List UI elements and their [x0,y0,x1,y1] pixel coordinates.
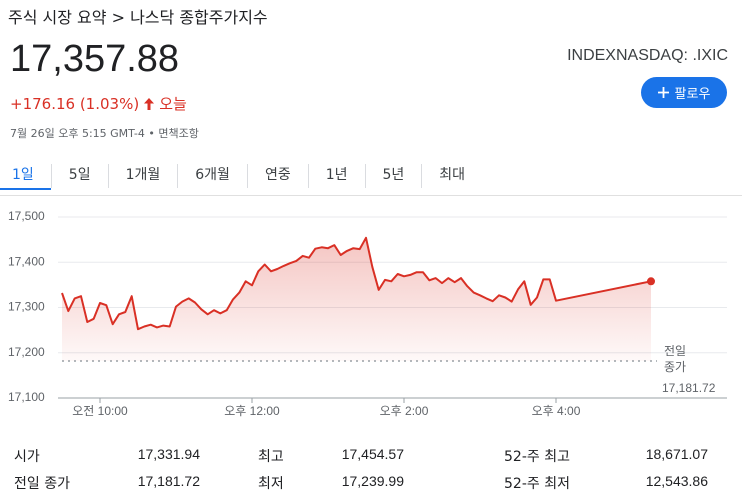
stat-label: 최저 [258,476,284,492]
up-arrow [144,97,155,110]
stat-value: 17,239.99 [341,473,404,489]
follow-label: 팔로우 [674,87,711,102]
stat-value: 18,671.07 [645,446,708,462]
stat-value: 17,181.72 [137,473,200,489]
range-tabs: 1일 5일 1개월 6개월 연중 1년 5년 최대 [0,164,482,190]
period: 오늘 [159,95,187,113]
stat-label: 최고 [258,449,284,465]
area [62,237,651,362]
range-tab[interactable]: 6개월 [177,164,247,188]
y-tick-label: 17,100 [8,390,45,404]
breadcrumb[interactable]: 주식 시장 요약 > 나스닥 종합주가지수 [8,8,268,27]
change: +176.16 (1.03%) [10,94,140,113]
stat-value: 17,454.57 [341,446,404,462]
y-tick-label: 17,400 [8,254,45,268]
stat-label: 전일 종가 [14,476,70,492]
reference-value: 17,181.72 [662,381,716,395]
range-tab[interactable]: 최대 [421,164,482,188]
y-tick-label: 17,300 [8,300,45,314]
last-point [647,277,655,286]
ticker: INDEXNASDAQ: .IXIC [567,47,728,64]
timestamp-row: 7월 26일 오후 5:15 GMT-4 • 면책조항 [10,127,199,140]
plus-icon [657,87,669,98]
x-tick-label: 오후 12:00 [224,404,280,418]
change-row: +176.16 (1.03%) 오늘 [10,93,187,114]
follow-button[interactable]: 팔로우 [641,77,727,108]
stat-value: 17,331.94 [137,446,200,462]
x-tick-label: 오후 2:00 [380,404,429,418]
x-tick-label: 오전 10:00 [72,404,128,418]
range-tab[interactable]: 1년 [307,164,365,188]
price-line [61,236,652,331]
y-tick-label: 17,500 [8,209,45,223]
x-tick-label: 오후 4:00 [532,404,581,418]
stat-value: 12,543.86 [645,473,708,489]
range-tab[interactable]: 1개월 [107,164,178,188]
disclaimer[interactable]: 면책조항 [158,127,199,140]
reference-name: 전일 종가 [664,344,687,374]
stat-label: 52-주 최고 [504,449,570,465]
stat-label: 52-주 최저 [504,476,570,492]
timestamp: 7월 26일 오후 5:15 GMT-4 [10,127,145,140]
chart: 17,100 17,200 17,300 17,400 17,500 오전 10:00 오후… [8,209,727,418]
range-tab[interactable]: 5년 [364,164,422,188]
range-tab[interactable]: 5일 [50,164,108,188]
stat-label: 시가 [14,449,40,465]
range-tab[interactable]: 1일 [0,164,51,190]
range-tab[interactable]: 연중 [246,164,308,188]
y-tick-label: 17,200 [8,345,45,359]
price: 17,357.88 [10,38,180,80]
divider [0,195,742,196]
